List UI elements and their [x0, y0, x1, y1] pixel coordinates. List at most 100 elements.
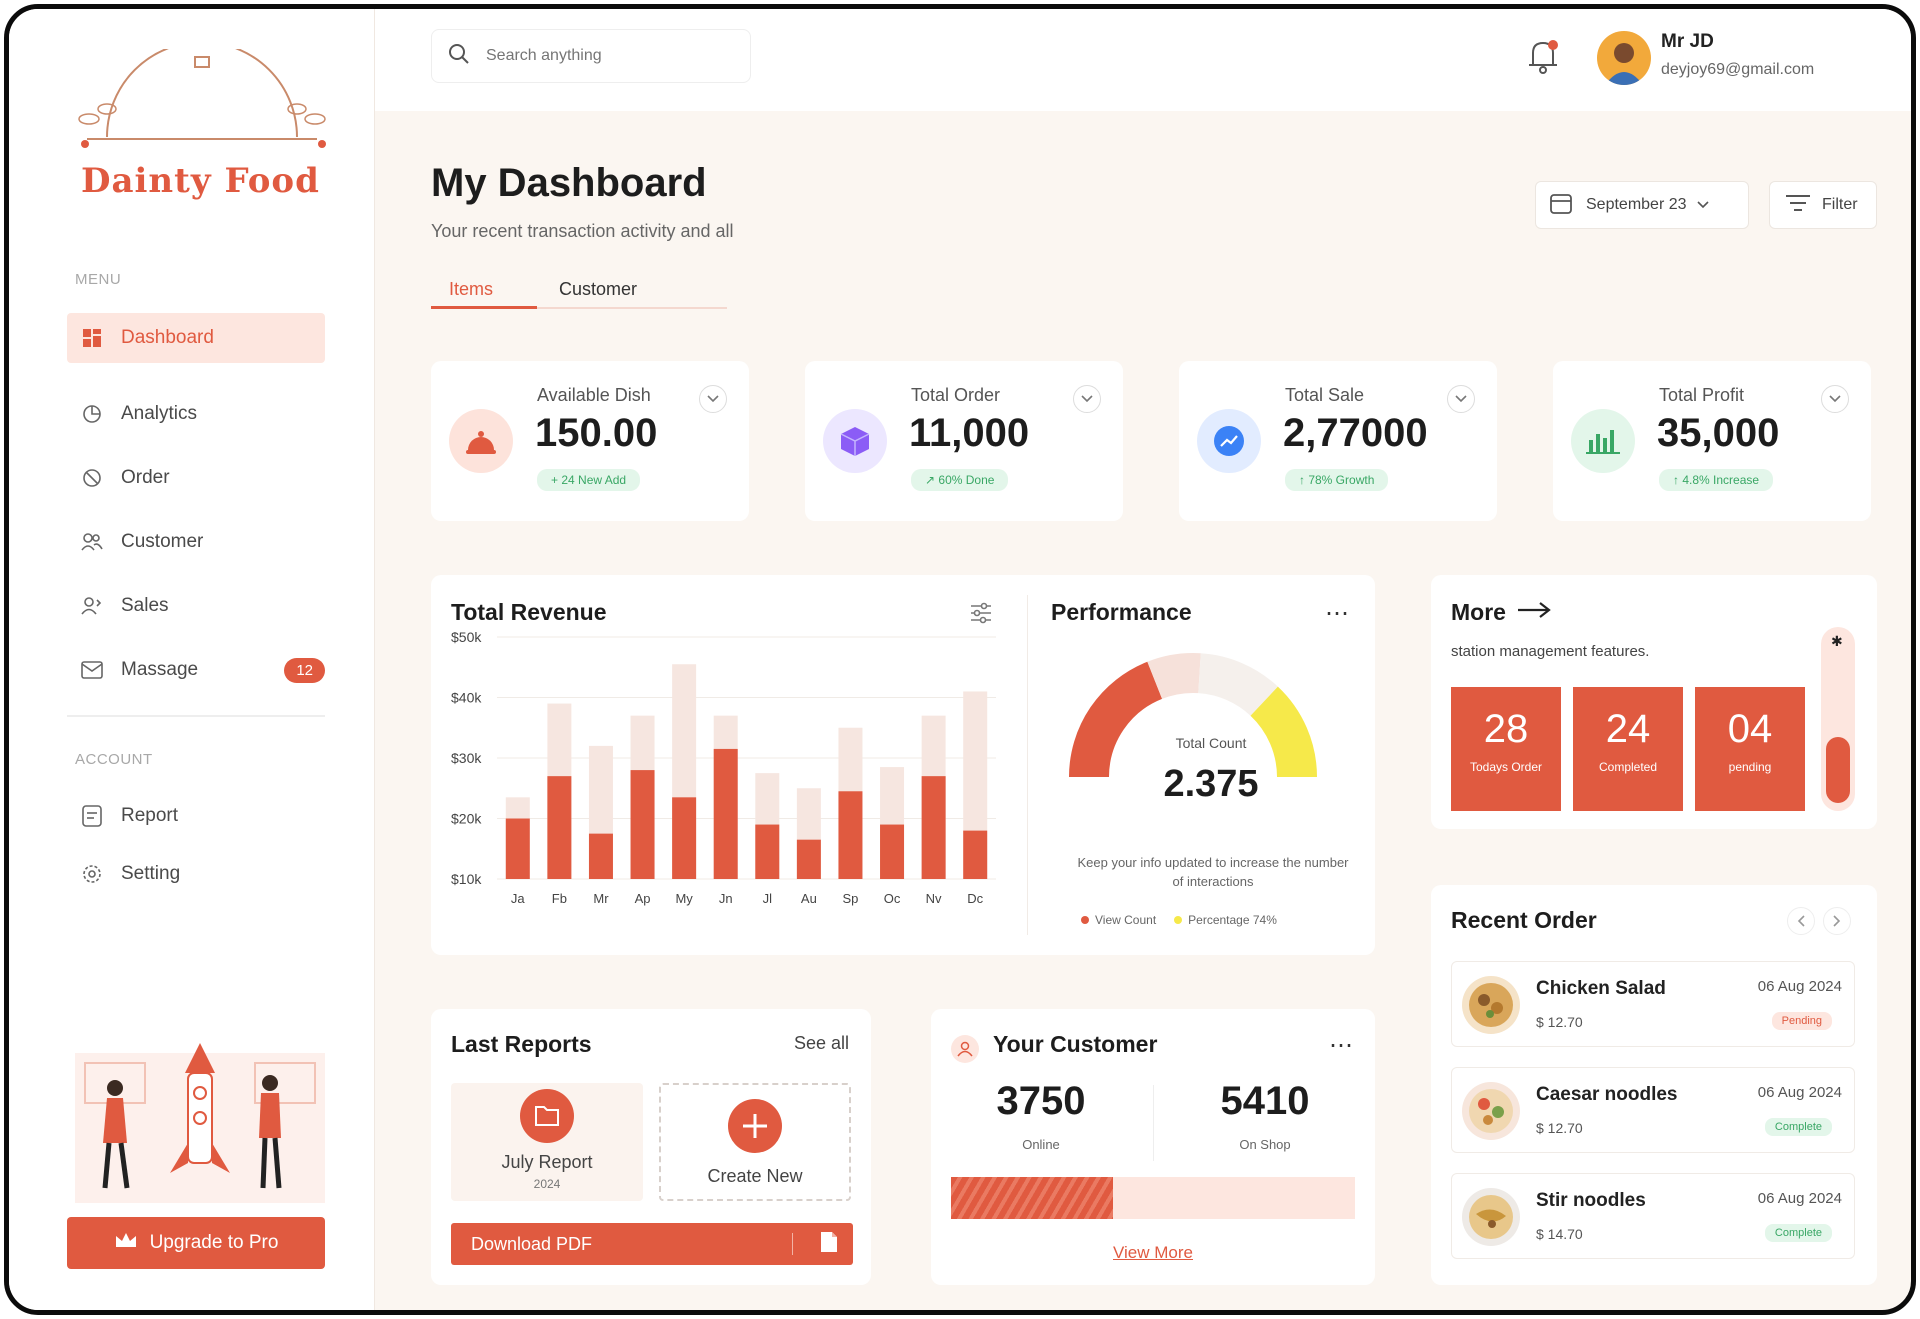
- gauge-arc-empty: [1197, 653, 1278, 717]
- cloche-logo-icon: [78, 41, 326, 148]
- more-title: More: [1451, 599, 1506, 625]
- more-dots-icon[interactable]: ⋯: [1325, 600, 1350, 627]
- page-subtitle: Your recent transaction activity and all: [431, 221, 734, 241]
- chevron-left-icon[interactable]: [1787, 907, 1815, 935]
- order-name: Chicken Salad: [1536, 978, 1666, 999]
- report-item-july[interactable]: July Report 2024: [451, 1083, 643, 1201]
- download-pdf-button[interactable]: Download PDF: [451, 1223, 853, 1265]
- tab-items[interactable]: Items: [449, 279, 494, 299]
- search-box[interactable]: [431, 29, 751, 83]
- tile-label: pending: [1728, 760, 1772, 774]
- more-link[interactable]: More: [1451, 599, 1552, 626]
- legend-percentage: Percentage 74%: [1188, 913, 1277, 927]
- search-input[interactable]: [486, 47, 726, 65]
- customer-progress-track: [951, 1177, 1355, 1219]
- revenue-chart: $10k $20k $30k $40k $50k Ja Fb Mr Ap My Jn Jl Au Sp Oc…: [451, 629, 996, 906]
- chevron-down-icon[interactable]: [699, 385, 727, 413]
- tile-value: 24: [1605, 707, 1651, 751]
- crown-icon: [114, 1231, 138, 1255]
- list-item[interactable]: Stir noodles $ 14.70 06 Aug 2024 Complet…: [1451, 1173, 1855, 1259]
- customer-progress-fill: [951, 1177, 1113, 1219]
- tile-pending[interactable]: 04 pending: [1695, 687, 1805, 811]
- sidebar-item-setting[interactable]: Setting: [67, 849, 325, 899]
- order-date: 06 Aug 2024: [1757, 1084, 1842, 1101]
- sidebar-item-message[interactable]: Massage 12: [67, 645, 325, 695]
- y-tick-label: $30k: [451, 750, 482, 766]
- more-card: More station management features. 28 Tod…: [1431, 575, 1877, 829]
- x-tick-label: Fb: [552, 891, 567, 906]
- sidebar-item-label: Setting: [121, 863, 181, 884]
- sliders-icon[interactable]: [969, 601, 993, 630]
- dashboard-icon: [81, 327, 103, 349]
- stat-label: Total Sale: [1285, 385, 1365, 405]
- stat-label: Total Order: [911, 385, 1001, 405]
- page-title: My Dashboard: [431, 161, 707, 205]
- tab-customer[interactable]: Customer: [559, 279, 638, 299]
- search-icon: [448, 43, 470, 70]
- upgrade-button[interactable]: Upgrade to Pro: [67, 1217, 325, 1269]
- sidebar-item-dashboard[interactable]: Dashboard: [67, 313, 325, 363]
- scroll-thumb[interactable]: [1826, 737, 1850, 803]
- order-name: Caesar noodles: [1536, 1084, 1678, 1105]
- cloche-icon: [449, 409, 513, 473]
- list-item[interactable]: Caesar noodles $ 12.70 06 Aug 2024 Compl…: [1451, 1067, 1855, 1153]
- sidebar-item-sales[interactable]: Sales: [67, 581, 325, 631]
- x-tick-label: Oc: [884, 891, 901, 906]
- x-tick-label: Dc: [967, 891, 983, 906]
- x-tick-label: My: [675, 891, 693, 906]
- sidebar-item-analytics[interactable]: Analytics: [67, 389, 325, 439]
- filter-button[interactable]: Filter: [1769, 181, 1877, 229]
- message-count-badge: 12: [284, 657, 325, 683]
- gauge-arc-light: [1147, 653, 1201, 700]
- x-tick-label: Mr: [593, 891, 609, 906]
- performance-legend: View Count Percentage 74%: [1081, 913, 1277, 927]
- create-new-label: Create New: [707, 1166, 803, 1186]
- y-tick-label: $10k: [451, 871, 482, 887]
- upgrade-label: Upgrade to Pro: [149, 1232, 279, 1253]
- stat-value: 150.00: [535, 411, 658, 455]
- tile-todays-order[interactable]: 28 Todays Order: [1451, 687, 1561, 811]
- user-icon: [951, 1035, 979, 1063]
- recent-order-title: Recent Order: [1451, 907, 1597, 933]
- plus-circle-icon: [728, 1099, 782, 1153]
- bar-revenue: [672, 797, 697, 879]
- tile-label: Todays Order: [1469, 760, 1543, 774]
- sidebar-item-order[interactable]: Order: [67, 453, 325, 503]
- chevron-down-icon[interactable]: [1821, 385, 1849, 413]
- order-date: 06 Aug 2024: [1757, 978, 1842, 995]
- view-more-link[interactable]: View More: [1113, 1243, 1193, 1262]
- see-all-link[interactable]: See all: [793, 1033, 849, 1053]
- sidebar-item-label: Dashboard: [121, 327, 214, 348]
- chevron-down-icon[interactable]: [1073, 385, 1101, 413]
- folder-icon: [520, 1089, 574, 1143]
- status-badge: Pending: [1771, 1012, 1832, 1030]
- create-new-button[interactable]: Create New: [659, 1083, 851, 1201]
- notification-bell-icon[interactable]: [1525, 37, 1561, 80]
- chevron-right-icon[interactable]: [1823, 907, 1851, 935]
- report-icon: [81, 805, 103, 827]
- order-date: 06 Aug 2024: [1757, 1190, 1842, 1207]
- gauge-arc-percentage: [1249, 686, 1317, 778]
- performance-title: Performance: [1051, 599, 1192, 625]
- setting-icon: [81, 863, 103, 885]
- stat-value: 35,000: [1657, 411, 1780, 455]
- legend-dot-red: [1081, 916, 1089, 924]
- x-tick-label: Nv: [926, 891, 942, 906]
- report-item-year: 2024: [533, 1177, 561, 1191]
- avatar[interactable]: [1597, 31, 1651, 85]
- list-item[interactable]: Chicken Salad $ 12.70 06 Aug 2024 Pendin…: [1451, 961, 1855, 1047]
- y-tick-label: $40k: [451, 690, 482, 706]
- chevron-down-icon[interactable]: [1447, 385, 1475, 413]
- top-bar: Mr JD deyjoy69@gmail.com: [375, 9, 1911, 111]
- food-thumbnail-icon: [1462, 1082, 1520, 1140]
- date-picker[interactable]: September 23: [1535, 181, 1749, 229]
- bar-revenue: [547, 776, 572, 879]
- sidebar-item-customer[interactable]: Customer: [67, 517, 325, 567]
- vertical-scroll-track[interactable]: ✱: [1821, 627, 1855, 811]
- sidebar-item-report[interactable]: Report: [67, 791, 325, 841]
- tile-completed[interactable]: 24 Completed: [1573, 687, 1683, 811]
- revenue-performance-card: Total Revenue $10k $20k $30k $40k $50k Ja Fb Mr…: [431, 575, 1375, 955]
- tile-label: Completed: [1598, 760, 1658, 774]
- more-dots-icon[interactable]: ⋯: [1329, 1032, 1353, 1059]
- x-tick-label: Ja: [511, 891, 526, 906]
